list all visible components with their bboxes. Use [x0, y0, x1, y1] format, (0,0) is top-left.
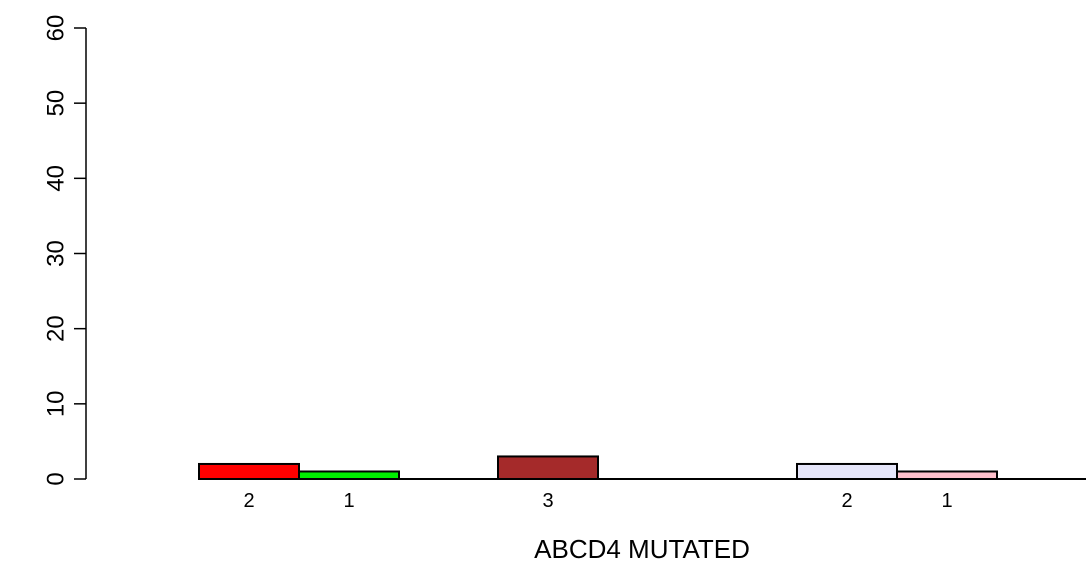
- y-tick-label: 30: [42, 240, 69, 267]
- y-tick-label: 0: [42, 472, 69, 485]
- x-axis-title: ABCD4 MUTATED: [534, 534, 750, 563]
- bar-count-label: 1: [941, 490, 952, 512]
- bar-count-label: 3: [542, 490, 553, 512]
- bar: [796, 462, 898, 481]
- y-tick-label: 20: [42, 315, 69, 342]
- y-axis: 0 10 20 30 40 50 60: [42, 15, 87, 486]
- y-tick-label: 40: [42, 165, 69, 192]
- y-tick-label: 10: [42, 390, 69, 417]
- bar: [497, 455, 599, 481]
- y-tick-label: 50: [42, 90, 69, 117]
- bars: [198, 455, 998, 481]
- bar-labels: 2 1 3 2 1: [243, 490, 952, 512]
- bar-count-label: 2: [243, 490, 254, 512]
- bar-count-label: 1: [343, 490, 354, 512]
- y-tick-label: 60: [42, 15, 69, 42]
- bar: [298, 470, 400, 481]
- bar-count-label: 2: [841, 490, 852, 512]
- bar: [896, 470, 998, 481]
- bar: [198, 462, 300, 481]
